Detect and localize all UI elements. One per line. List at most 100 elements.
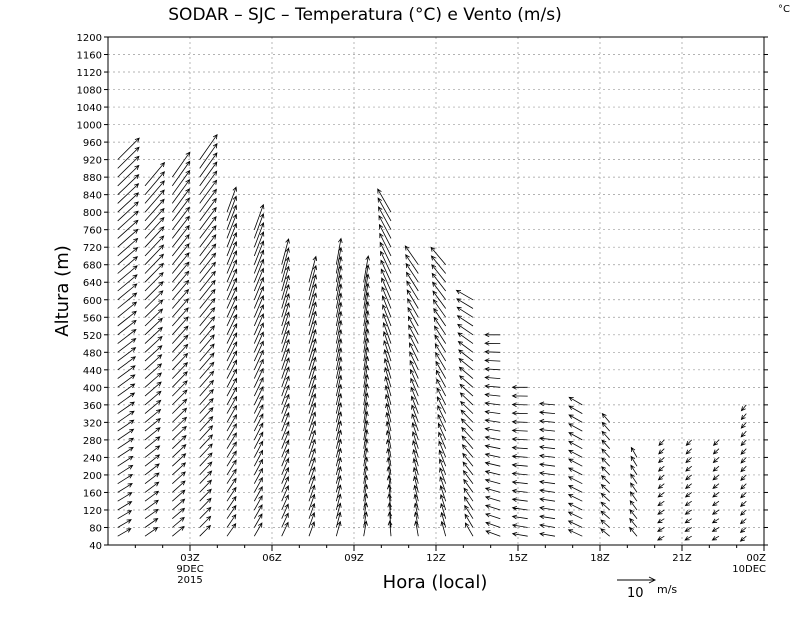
- wind-vector: [308, 420, 317, 441]
- wind-vector: [199, 261, 216, 283]
- wind-vector: [460, 418, 474, 432]
- wind-vector: [117, 265, 138, 283]
- wind-vector: [144, 472, 160, 485]
- y-tick-label: 560: [83, 313, 102, 324]
- wind-vector: [712, 457, 720, 464]
- wind-vector: [385, 411, 392, 432]
- x-tick-label: 18Z: [590, 553, 610, 564]
- wind-vector: [172, 362, 189, 379]
- wind-vector: [335, 392, 343, 414]
- wind-vector: [439, 484, 447, 502]
- wind-vector: [335, 465, 342, 484]
- y-tick-label: 360: [83, 401, 102, 412]
- wind-vector: [253, 212, 265, 239]
- wind-vector: [253, 458, 263, 476]
- wind-vector: [172, 352, 189, 371]
- wind-vector: [740, 448, 747, 455]
- wind-vector: [281, 311, 290, 335]
- wind-vector: [484, 341, 501, 346]
- wind-vector: [253, 331, 264, 353]
- wind-vector: [739, 527, 747, 533]
- wind-vector: [253, 404, 264, 423]
- wind-vector: [171, 188, 191, 213]
- wind-vector: [281, 448, 290, 467]
- x-tick-date: 9DEC: [176, 564, 203, 575]
- wind-vector: [253, 385, 264, 406]
- wind-vector: [117, 455, 134, 467]
- wind-vector: [281, 283, 290, 309]
- wind-vector: [172, 434, 187, 449]
- wind-vector: [172, 444, 187, 458]
- wind-vector: [684, 492, 692, 498]
- wind-vector: [538, 445, 556, 450]
- wind-vector: [387, 511, 393, 528]
- wind-vector: [740, 492, 747, 499]
- wind-vector: [658, 439, 665, 446]
- wind-vector: [281, 357, 290, 379]
- y-tick-label: 320: [83, 418, 102, 429]
- wind-vector: [464, 513, 474, 528]
- wind-vector: [226, 468, 237, 484]
- wind-vector: [335, 402, 343, 423]
- wind-vector: [740, 474, 747, 481]
- wind-vector: [335, 484, 342, 502]
- wind-vector: [685, 457, 692, 464]
- wind-vector: [335, 383, 343, 405]
- wind-vector: [226, 423, 237, 441]
- wind-vector: [568, 440, 583, 450]
- wind-vector: [685, 439, 692, 446]
- wind-vector: [253, 395, 264, 414]
- wind-vector: [740, 404, 747, 412]
- wind-vector: [379, 232, 392, 257]
- wind-vector: [461, 444, 474, 458]
- wind-vector: [629, 526, 638, 537]
- wind-vector: [711, 518, 720, 524]
- wind-vector: [538, 436, 556, 441]
- wind-vector: [226, 304, 238, 327]
- wind-vector: [740, 413, 747, 421]
- wind-vector: [511, 419, 528, 425]
- wind-vector: [199, 497, 212, 511]
- wind-vector: [253, 486, 263, 502]
- wind-vector: [253, 249, 265, 274]
- wind-vector: [437, 422, 447, 441]
- wind-vector: [407, 315, 419, 335]
- wind-vector: [281, 393, 290, 414]
- wind-vector: [567, 529, 583, 537]
- wind-vector: [439, 467, 447, 484]
- wind-vector: [308, 475, 316, 493]
- wind-vector: [484, 375, 501, 381]
- wind-vector: [172, 425, 187, 441]
- wind-vector: [432, 281, 447, 301]
- wind-vector: [430, 255, 447, 274]
- wind-vector: [657, 465, 665, 472]
- wind-vector: [511, 488, 528, 494]
- wind-vector: [199, 388, 214, 406]
- wind-vector: [172, 407, 188, 423]
- wind-vector: [144, 317, 163, 336]
- wind-vector: [171, 169, 191, 195]
- wind-vector: [740, 422, 747, 429]
- wind-vector: [117, 474, 134, 485]
- wind-vector: [281, 485, 289, 502]
- wind-vector: [144, 399, 162, 414]
- wind-vector: [199, 407, 214, 423]
- wind-vector: [568, 432, 583, 441]
- wind-vector: [567, 502, 583, 511]
- wind-vector: [172, 398, 188, 414]
- wind-vector: [657, 500, 665, 507]
- wind-vector: [463, 496, 474, 511]
- y-tick-label: 1160: [77, 51, 102, 62]
- wind-vector: [144, 408, 162, 423]
- wind-vector: [684, 527, 692, 532]
- wind-vector: [199, 343, 215, 362]
- wind-vector: [684, 483, 692, 489]
- wind-vector: [226, 395, 238, 414]
- wind-vector: [308, 393, 317, 414]
- wind-vector: [464, 504, 474, 519]
- wind-vector: [308, 365, 317, 388]
- wind-vector: [404, 245, 419, 265]
- wind-vector: [281, 384, 290, 406]
- wind-vector: [117, 483, 133, 493]
